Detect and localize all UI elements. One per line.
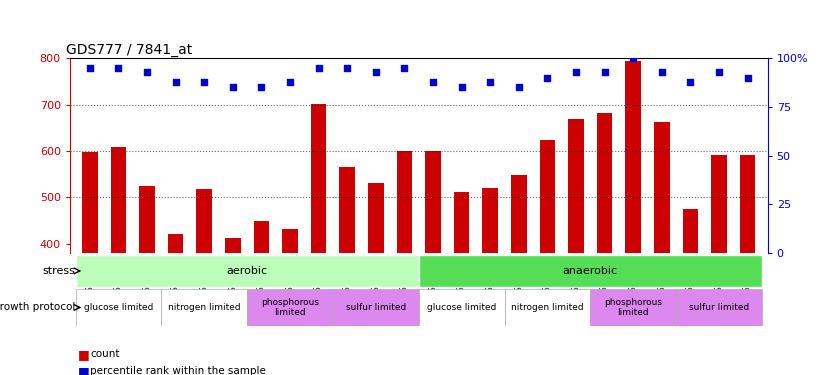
Bar bbox=[483, 188, 498, 253]
Bar bbox=[310, 104, 327, 253]
Bar bbox=[590, 289, 677, 326]
Text: aerobic: aerobic bbox=[227, 266, 268, 276]
Bar bbox=[425, 150, 441, 253]
Text: ■: ■ bbox=[78, 365, 89, 375]
Bar bbox=[677, 289, 762, 326]
Point bbox=[655, 69, 668, 75]
Text: percentile rank within the sample: percentile rank within the sample bbox=[90, 366, 266, 375]
Bar bbox=[368, 183, 383, 253]
Text: count: count bbox=[90, 350, 120, 359]
Text: glucose limited: glucose limited bbox=[84, 303, 153, 312]
Point bbox=[570, 69, 583, 75]
Point bbox=[369, 69, 383, 75]
Bar bbox=[682, 209, 699, 253]
Text: sulfur limited: sulfur limited bbox=[689, 303, 749, 312]
Bar bbox=[225, 238, 241, 253]
Point bbox=[140, 69, 154, 75]
Point bbox=[741, 75, 754, 81]
Bar bbox=[740, 155, 755, 253]
Bar bbox=[139, 186, 155, 253]
Text: phosphorous
limited: phosphorous limited bbox=[604, 298, 663, 317]
Point bbox=[227, 84, 240, 90]
Bar bbox=[339, 167, 355, 253]
Bar bbox=[76, 289, 161, 326]
Point bbox=[255, 84, 268, 90]
Bar bbox=[505, 289, 590, 326]
Bar bbox=[282, 230, 298, 253]
Bar bbox=[167, 234, 183, 253]
Text: GDS777 / 7841_at: GDS777 / 7841_at bbox=[67, 43, 193, 57]
Point bbox=[198, 78, 211, 84]
Point bbox=[283, 78, 296, 84]
Bar bbox=[711, 155, 727, 253]
Point bbox=[455, 84, 468, 90]
Bar bbox=[247, 289, 333, 326]
Text: glucose limited: glucose limited bbox=[427, 303, 497, 312]
Bar bbox=[333, 289, 419, 326]
Bar bbox=[76, 255, 419, 287]
Bar bbox=[597, 113, 612, 253]
Point bbox=[426, 78, 439, 84]
Bar bbox=[254, 221, 269, 253]
Point bbox=[598, 69, 611, 75]
Bar bbox=[626, 62, 641, 253]
Bar bbox=[539, 140, 555, 253]
Point bbox=[512, 84, 525, 90]
Text: nitrogen limited: nitrogen limited bbox=[511, 303, 584, 312]
Bar bbox=[568, 119, 584, 253]
Text: stress: stress bbox=[43, 266, 76, 276]
Bar bbox=[419, 289, 505, 326]
Point bbox=[484, 78, 497, 84]
Point bbox=[684, 78, 697, 84]
Point bbox=[341, 65, 354, 71]
Point bbox=[713, 69, 726, 75]
Bar bbox=[161, 289, 247, 326]
Bar bbox=[419, 255, 762, 287]
Bar bbox=[454, 192, 470, 253]
Point bbox=[83, 65, 96, 71]
Point bbox=[541, 75, 554, 81]
Bar bbox=[511, 175, 527, 253]
Point bbox=[398, 65, 411, 71]
Bar bbox=[111, 147, 126, 253]
Text: anaerobic: anaerobic bbox=[562, 266, 618, 276]
Point bbox=[112, 65, 125, 71]
Text: sulfur limited: sulfur limited bbox=[346, 303, 406, 312]
Point bbox=[169, 78, 182, 84]
Text: nitrogen limited: nitrogen limited bbox=[167, 303, 241, 312]
Bar bbox=[654, 122, 670, 253]
Bar bbox=[196, 189, 212, 253]
Text: growth protocol: growth protocol bbox=[0, 303, 76, 312]
Point bbox=[312, 65, 325, 71]
Text: phosphorous
limited: phosphorous limited bbox=[261, 298, 319, 317]
Text: ■: ■ bbox=[78, 348, 89, 361]
Bar bbox=[82, 152, 98, 253]
Point bbox=[626, 55, 640, 61]
Bar bbox=[397, 150, 412, 253]
